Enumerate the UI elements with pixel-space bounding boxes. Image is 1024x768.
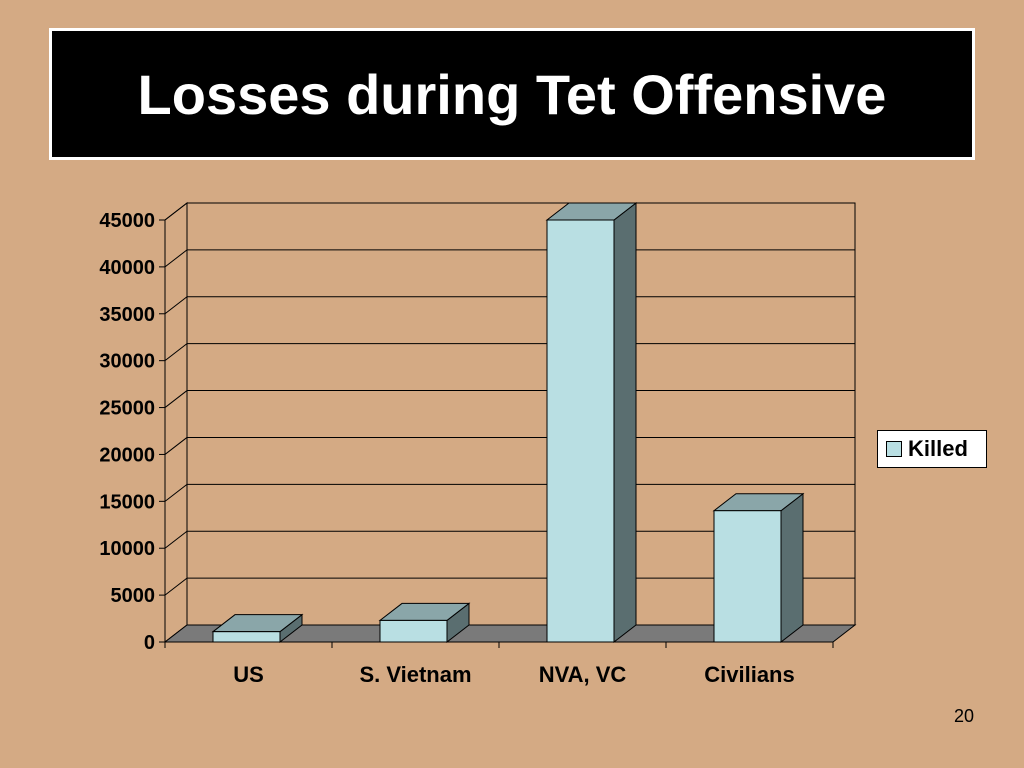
bar xyxy=(546,219,615,643)
chart-legend: Killed xyxy=(877,430,987,468)
title-banner: Losses during Tet Offensive xyxy=(49,28,975,160)
x-category-label: US xyxy=(233,662,264,687)
side-wall xyxy=(164,201,188,644)
gridline-side xyxy=(164,437,188,455)
legend-label-killed: Killed xyxy=(908,436,968,461)
gridline-side xyxy=(164,483,188,502)
x-category-label: Civilians xyxy=(704,662,794,687)
gridline-side xyxy=(164,390,188,408)
y-tick-label: 20000 xyxy=(99,444,155,466)
y-tick-label: 0 xyxy=(144,632,155,654)
x-category-label: S. Vietnam xyxy=(359,662,471,687)
y-tick-label: 5000 xyxy=(111,585,156,607)
x-category-label: NVA, VC xyxy=(539,662,627,687)
gridline-side xyxy=(164,577,188,596)
bar xyxy=(379,619,448,643)
bar-side xyxy=(613,201,637,644)
bar xyxy=(713,510,782,643)
y-tick-label: 15000 xyxy=(99,491,155,513)
y-tick-label: 40000 xyxy=(99,257,155,279)
gridline-side xyxy=(164,249,188,268)
gridline-side xyxy=(164,202,188,221)
gridline-side xyxy=(164,296,188,315)
gridline-side xyxy=(164,343,188,362)
gridline-side xyxy=(164,530,188,549)
y-tick-label: 35000 xyxy=(99,304,155,326)
legend-swatch-killed xyxy=(886,441,902,457)
y-tick-label: 45000 xyxy=(99,210,155,232)
y-tick-label: 10000 xyxy=(99,538,155,560)
y-tick-label: 25000 xyxy=(99,398,155,420)
page-number: 20 xyxy=(953,706,974,726)
slide-title: Losses during Tet Offensive xyxy=(137,62,887,126)
y-tick-label: 30000 xyxy=(99,351,155,373)
bar-side xyxy=(780,492,804,644)
bar xyxy=(212,631,281,643)
